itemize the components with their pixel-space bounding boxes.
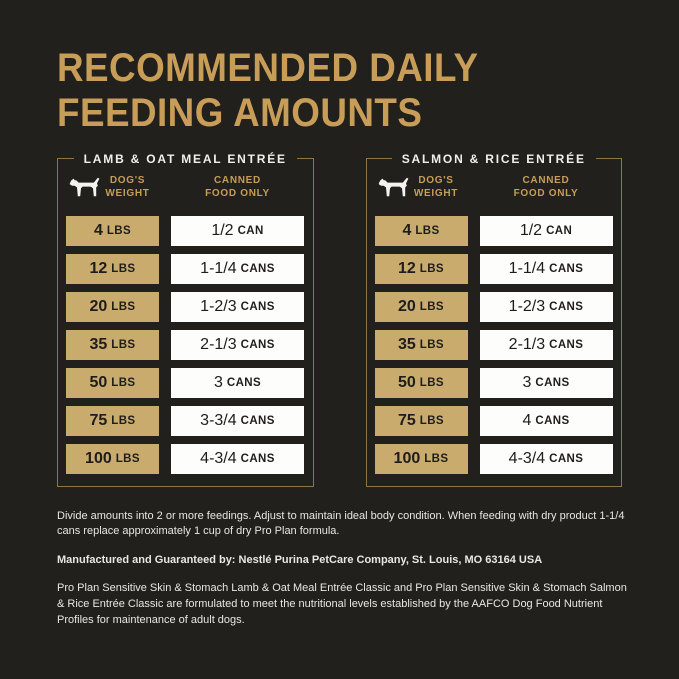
canned-food-header-line-1: CANNED bbox=[214, 174, 261, 186]
dogs-weight-header: DOG'S WEIGHT bbox=[414, 174, 458, 200]
amount-cell: 4-3/4 CANS bbox=[479, 443, 613, 474]
weight-cell: 20 LBS bbox=[374, 291, 468, 322]
table-row: 75 LBS 4 CANS bbox=[374, 405, 614, 436]
amount-cell: 1-1/4 CANS bbox=[479, 253, 613, 284]
weight-cell: 20 LBS bbox=[66, 291, 159, 322]
amount-cell: 1-1/4 CANS bbox=[171, 253, 304, 284]
amount-cell: 3-3/4 CANS bbox=[171, 405, 304, 436]
amount-cell: 2-1/3 CANS bbox=[479, 329, 613, 360]
table-row: 100 LBS 4-3/4 CANS bbox=[66, 443, 305, 474]
amount-cell: 2-1/3 CANS bbox=[171, 329, 304, 360]
table-row: 4 LBS 1/2 CAN bbox=[66, 215, 305, 246]
feeding-tables: LAMB & OAT MEAL ENTRÉE DOG'S WEIGHT bbox=[57, 151, 622, 487]
feeding-table-salmon-rice: SALMON & RICE ENTRÉE DOG'S WEIGHT bbox=[365, 151, 622, 487]
weight-cell: 50 LBS bbox=[374, 367, 468, 398]
canned-food-column-header: CANNED FOOD ONLY bbox=[171, 174, 304, 200]
table-title-lamb-oat: LAMB & OAT MEAL ENTRÉE bbox=[83, 151, 287, 166]
table-row: 35 LBS 2-1/3 CANS bbox=[66, 329, 305, 360]
canned-food-column-header: CANNED FOOD ONLY bbox=[480, 174, 613, 200]
feeding-note: Divide amounts into 2 or more feedings. … bbox=[57, 509, 625, 538]
table-row: 12 LBS 1-1/4 CANS bbox=[374, 253, 614, 284]
canned-food-header: CANNED FOOD ONLY bbox=[205, 174, 270, 200]
canned-food-header: CANNED FOOD ONLY bbox=[514, 174, 579, 200]
table-row: 20 LBS 1-2/3 CANS bbox=[374, 291, 614, 322]
dogs-weight-header-line-1: DOG'S bbox=[418, 174, 454, 186]
table-row: 75 LBS 3-3/4 CANS bbox=[66, 405, 305, 436]
canned-food-header-line-2: FOOD ONLY bbox=[513, 187, 579, 199]
label-panel: RECOMMENDED DAILY FEEDING AMOUNTS LAMB &… bbox=[57, 46, 629, 629]
dogs-weight-header: DOG'S WEIGHT bbox=[105, 174, 149, 200]
weight-column-header: DOG'S WEIGHT bbox=[375, 174, 468, 200]
dog-icon bbox=[69, 176, 101, 198]
amount-cell: 1/2 CAN bbox=[479, 215, 613, 246]
dogs-weight-header-line-2: WEIGHT bbox=[105, 187, 150, 199]
table-title-salmon-rice: SALMON & RICE ENTRÉE bbox=[401, 151, 586, 166]
weight-cell: 100 LBS bbox=[374, 443, 468, 474]
table-row: 4 LBS 1/2 CAN bbox=[374, 215, 614, 246]
page-title-line-2: FEEDING AMOUNTS bbox=[57, 90, 423, 135]
weight-cell: 75 LBS bbox=[374, 405, 468, 436]
dogs-weight-header-line-1: DOG'S bbox=[109, 174, 146, 186]
weight-cell: 12 LBS bbox=[66, 253, 159, 284]
table-header-row: DOG'S WEIGHT CANNED FOOD ONLY bbox=[66, 170, 305, 208]
table-header-row: DOG'S WEIGHT CANNED FOOD ONLY bbox=[375, 170, 614, 208]
weight-cell: 50 LBS bbox=[66, 367, 159, 398]
page-title: RECOMMENDED DAILY FEEDING AMOUNTS bbox=[57, 46, 577, 136]
aafco-statement: Pro Plan Sensitive Skin & Stomach Lamb &… bbox=[57, 582, 627, 626]
weight-cell: 100 LBS bbox=[66, 443, 159, 474]
table-row: 100 LBS 4-3/4 CANS bbox=[374, 443, 614, 474]
canned-food-header-line-2: FOOD ONLY bbox=[205, 187, 270, 199]
amount-cell: 1-2/3 CANS bbox=[171, 291, 304, 322]
table-row: 20 LBS 1-2/3 CANS bbox=[66, 291, 305, 322]
weight-cell: 35 LBS bbox=[66, 329, 159, 360]
amount-cell: 3 CANS bbox=[171, 367, 304, 398]
table-row: 12 LBS 1-1/4 CANS bbox=[66, 253, 305, 284]
amount-cell: 1/2 CAN bbox=[171, 215, 304, 246]
footer-text-block: Divide amounts into 2 or more feedings. … bbox=[57, 509, 629, 629]
weight-cell: 12 LBS bbox=[374, 253, 468, 284]
amount-cell: 4-3/4 CANS bbox=[171, 443, 304, 474]
table-row: 50 LBS 3 CANS bbox=[66, 367, 305, 398]
amount-cell: 3 CANS bbox=[479, 367, 613, 398]
table-row: 35 LBS 2-1/3 CANS bbox=[374, 329, 614, 360]
weight-cell: 4 LBS bbox=[66, 215, 159, 246]
amount-cell: 1-2/3 CANS bbox=[479, 291, 613, 322]
canned-food-header-line-1: CANNED bbox=[522, 174, 570, 186]
weight-cell: 75 LBS bbox=[66, 405, 159, 436]
weight-column-header: DOG'S WEIGHT bbox=[66, 174, 159, 200]
dogs-weight-header-line-2: WEIGHT bbox=[413, 187, 459, 199]
dog-icon bbox=[378, 176, 410, 198]
weight-cell: 4 LBS bbox=[374, 215, 468, 246]
weight-cell: 35 LBS bbox=[374, 329, 468, 360]
manufacturer-line: Manufactured and Guaranteed by: Nestlé P… bbox=[57, 553, 543, 566]
amount-cell: 4 CANS bbox=[479, 405, 613, 436]
feeding-table-lamb-oat: LAMB & OAT MEAL ENTRÉE DOG'S WEIGHT bbox=[57, 151, 314, 487]
table-row: 50 LBS 3 CANS bbox=[374, 367, 614, 398]
page-title-line-1: RECOMMENDED DAILY bbox=[57, 46, 479, 90]
